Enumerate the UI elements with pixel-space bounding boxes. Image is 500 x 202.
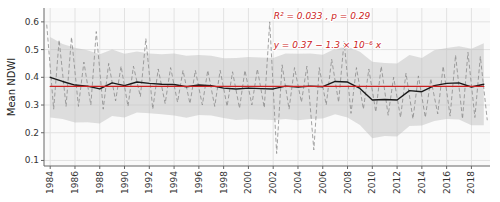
y-axis-line [44, 8, 45, 166]
x-tick-label: 2000 [243, 171, 253, 194]
y-tick-label: 0.4 [25, 72, 40, 82]
x-tick-label: 1996 [194, 171, 204, 194]
x-tick-label: 1988 [95, 171, 105, 194]
x-tick [223, 166, 224, 169]
x-tick [397, 166, 398, 169]
grid-line-y [44, 21, 490, 22]
y-tick [41, 49, 44, 50]
annotation: y = 0.37 − 1.3 × 10⁻⁶ x [273, 40, 382, 50]
x-tick [198, 166, 199, 169]
line [50, 86, 484, 87]
x-tick-label: 2004 [293, 171, 303, 194]
x-tick-label: 1994 [169, 171, 179, 194]
axes: 0.1 0.2 0.3 0.4 0.5 0.6 1984 1986 1988 1990 1992 19… [25, 8, 490, 194]
x-tick [273, 166, 274, 169]
y-tick [41, 77, 44, 78]
plot-area [44, 8, 490, 166]
x-tick-label: 2010 [367, 171, 377, 194]
x-tick [446, 166, 447, 169]
x-tick-label: 2002 [268, 171, 278, 194]
x-tick [74, 166, 75, 169]
y-tick-label: 0.2 [25, 128, 39, 138]
x-tick [248, 166, 249, 169]
y-tick-label: 0.1 [25, 155, 39, 165]
grid-line-y [44, 49, 490, 50]
x-tick-label: 1984 [45, 171, 55, 194]
x-tick-label: 1986 [70, 171, 80, 194]
std-band [50, 37, 484, 138]
y-tick-label: 0.5 [25, 45, 39, 55]
seasonal-line [47, 22, 488, 154]
y-tick [41, 21, 44, 22]
x-tick [372, 166, 373, 169]
x-tick-label: 2008 [343, 171, 353, 194]
x-tick-label: 2006 [318, 171, 328, 194]
x-tick-label: 2014 [417, 171, 427, 194]
x-tick [297, 166, 298, 169]
y-axis-label: Mean NDWI [6, 58, 17, 116]
grid [44, 8, 490, 166]
x-tick [149, 166, 150, 169]
x-tick [471, 166, 472, 169]
x-tick-label: 1990 [120, 171, 130, 194]
x-axis-line [44, 166, 490, 167]
x-tick-label: 1992 [144, 171, 154, 194]
x-tick [99, 166, 100, 169]
y-tick-label: 0.3 [25, 100, 39, 110]
x-tick [124, 166, 125, 169]
chart: 0.1 0.2 0.3 0.4 0.5 0.6 1984 1986 1988 1990 1992 19… [0, 0, 500, 202]
y-tick-label: 0.6 [25, 17, 40, 27]
x-tick-label: 2018 [466, 171, 476, 194]
x-tick [421, 166, 422, 169]
line [50, 77, 484, 100]
x-tick-label: 2012 [392, 171, 402, 194]
x-tick [347, 166, 348, 169]
annotations: R² = 0.033 , p = 0.29 y = 0.37 − 1.3 × 10… [273, 11, 382, 49]
y-tick [41, 105, 44, 106]
y-tick [41, 132, 44, 133]
x-tick-label: 1998 [219, 171, 229, 194]
x-tick [50, 166, 51, 169]
marks [47, 22, 488, 154]
grid-line-y [44, 160, 490, 161]
x-tick [174, 166, 175, 169]
x-tick [322, 166, 323, 169]
x-tick-label: 2016 [442, 171, 452, 194]
grid-line-y [44, 132, 490, 133]
annotation: R² = 0.033 , p = 0.29 [274, 11, 371, 21]
y-tick [41, 160, 44, 161]
